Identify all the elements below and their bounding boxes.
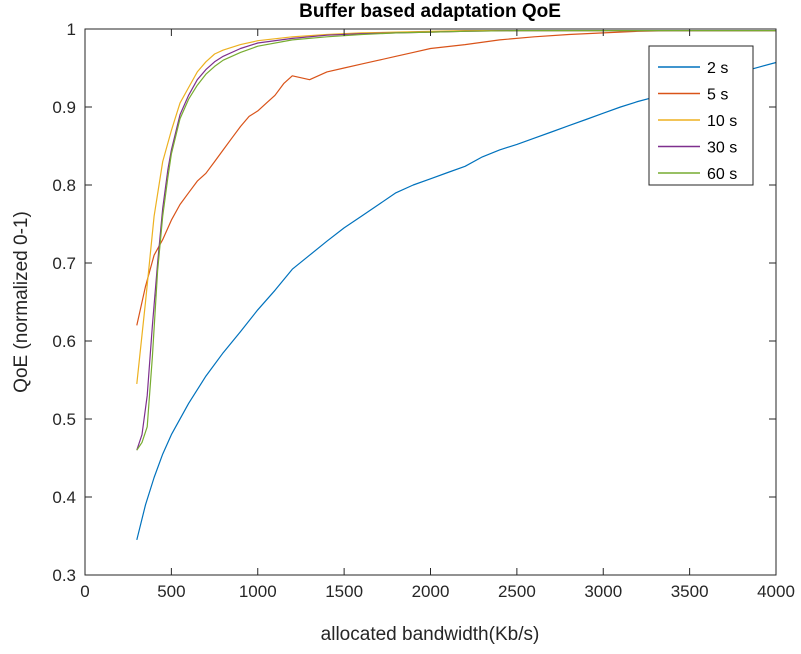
y-tick-label: 0.3 [52,566,76,585]
legend-label: 60 s [707,166,737,183]
x-tick-label: 1000 [239,582,277,601]
y-tick-label: 0.4 [52,488,76,507]
y-tick-label: 1 [67,20,76,39]
x-tick-label: 1500 [325,582,363,601]
legend-label: 10 s [707,113,737,130]
y-tick-label: 0.9 [52,98,76,117]
legend-label: 30 s [707,140,737,157]
series-line-5s [136,30,776,326]
x-tick-label: 3500 [671,582,709,601]
x-axis-ticks: 0 500 1000 1500 2000 2500 3000 3500 4000 [80,29,795,601]
legend-label: 2 s [707,60,728,77]
legend-box [648,45,754,186]
y-tick-label: 0.5 [52,410,76,429]
y-tick-label: 0.7 [52,254,76,273]
series-line-60s [136,30,776,451]
x-tick-label: 4000 [757,582,795,601]
chart-title: Buffer based adaptation QoE [299,1,561,22]
x-tick-label: 2500 [498,582,536,601]
x-tick-label: 0 [80,582,89,601]
x-tick-label: 500 [157,582,185,601]
legend-items: 2 s 5 s 10 s 30 s 60 s [658,60,737,183]
x-tick-label: 2000 [412,582,450,601]
y-axis-label: QoE (normalized 0-1) [11,211,32,393]
series-layer [136,30,777,541]
legend: 2 s 5 s 10 s 30 s 60 s [648,45,754,186]
x-axis-label: allocated bandwidth(Kb/s) [321,624,540,645]
legend-label: 5 s [707,87,728,104]
y-tick-label: 0.6 [52,332,76,351]
x-tick-label: 3000 [584,582,622,601]
y-axis-ticks: 0.3 0.4 0.5 0.6 0.7 0.8 0.9 1 [52,20,776,585]
y-tick-label: 0.8 [52,176,76,195]
